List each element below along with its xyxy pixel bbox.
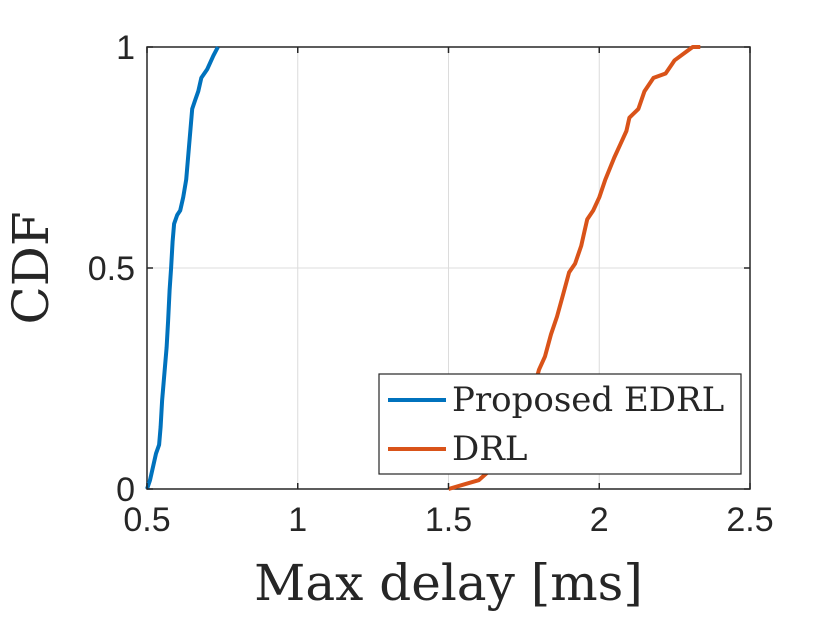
- legend-label-drl: DRL: [452, 429, 527, 469]
- x-axis-title: Max delay [ms]: [254, 554, 643, 612]
- y-tick-label: 0.5: [88, 250, 135, 288]
- x-tick-label: 0.5: [123, 501, 170, 539]
- y-tick-label: 1: [116, 29, 135, 67]
- y-tick-label: 0: [116, 471, 135, 509]
- x-tick-label: 1: [288, 501, 307, 539]
- series-line-proposed-edrl: [145, 46, 220, 490]
- legend-box: [378, 373, 742, 475]
- legend-label-proposed-edrl: Proposed EDRL: [452, 380, 724, 420]
- axis-ticks: 0.5 1 1.5 2 2.500.51: [88, 29, 774, 539]
- x-tick-label: 1.5: [425, 501, 472, 539]
- y-axis-title: CDF: [2, 211, 60, 324]
- x-tick-label: 2: [590, 501, 609, 539]
- x-tick-label: 2.5: [726, 501, 773, 539]
- legend: Proposed EDRL DRL: [378, 373, 742, 475]
